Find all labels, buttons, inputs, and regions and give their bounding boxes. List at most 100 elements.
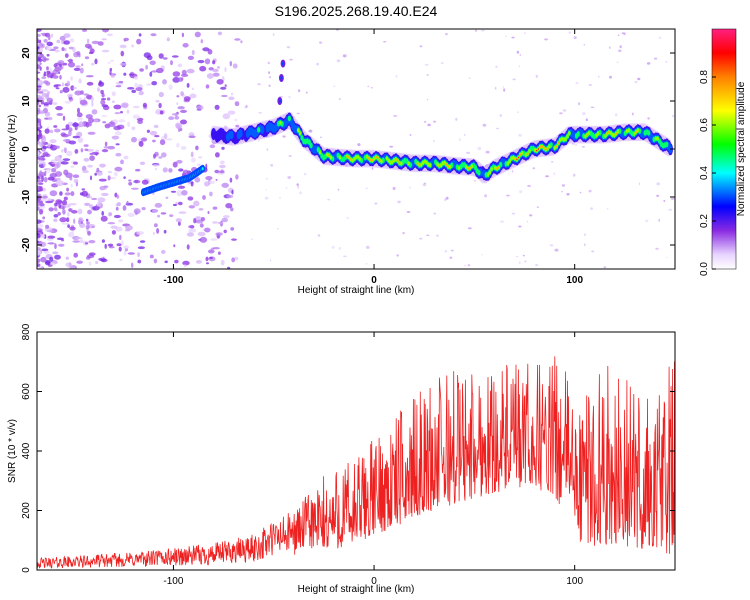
noise-speck: [186, 68, 195, 74]
noise-speck: [203, 228, 211, 232]
noise-speck: [104, 243, 107, 249]
noise-speck: [61, 149, 64, 153]
noise-speck: [37, 176, 40, 179]
noise-speck: [118, 80, 124, 84]
noise-speck: [319, 41, 323, 44]
noise-speck: [58, 243, 65, 247]
noise-speck: [419, 237, 423, 240]
ridge-cell: [526, 152, 529, 155]
noise-speck: [86, 81, 94, 86]
noise-speck: [72, 174, 80, 178]
noise-speck: [181, 32, 184, 38]
noise-speck: [97, 197, 106, 203]
noise-speck: [217, 251, 221, 255]
noise-speck: [107, 33, 113, 37]
ridge-cell: [338, 155, 342, 160]
y-tick-label: -20: [21, 237, 32, 252]
noise-speck: [109, 70, 112, 75]
noise-speck: [60, 161, 69, 165]
ridge-cell: [375, 155, 377, 159]
noise-speck: [87, 45, 93, 50]
noise-speck: [197, 59, 205, 64]
noise-speck: [383, 41, 387, 43]
noise-speck: [45, 81, 51, 86]
noise-speck: [578, 102, 581, 106]
noise-speck: [170, 60, 173, 66]
noise-speck: [133, 76, 139, 80]
noise-speck: [220, 86, 227, 90]
noise-speck: [100, 258, 108, 263]
noise-speck: [155, 100, 160, 103]
noise-speck: [46, 230, 55, 233]
noise-speck: [331, 245, 335, 249]
noise-speck: [55, 106, 63, 111]
noise-speck: [84, 148, 89, 152]
noise-speck: [223, 229, 227, 234]
noise-speck: [46, 97, 54, 104]
noise-speck: [102, 121, 107, 124]
figure-title: S196.2025.268.19.40.E24: [275, 3, 438, 19]
noise-speck: [114, 112, 121, 115]
ridge-cell: [257, 127, 261, 133]
noise-speck: [183, 96, 191, 101]
noise-speck: [76, 260, 83, 264]
noise-speck: [131, 187, 139, 190]
noise-speck: [516, 256, 519, 258]
ridge-cell: [636, 128, 640, 133]
noise-speck: [49, 163, 56, 167]
noise-speck: [433, 120, 436, 123]
noise-speck: [180, 91, 185, 97]
noise-speck: [204, 58, 211, 65]
noise-speck: [584, 243, 586, 247]
y-tick-label: 600: [21, 383, 32, 400]
noise-speck: [190, 151, 194, 158]
noise-speck: [665, 60, 668, 64]
noise-speck: [164, 260, 168, 264]
noise-speck: [212, 206, 218, 210]
noise-speck: [37, 100, 40, 105]
noise-speck: [88, 252, 96, 256]
ridge-cell: [608, 131, 610, 134]
ridge-cell: [447, 165, 450, 168]
ridge-cell: [496, 167, 498, 170]
noise-speck: [107, 61, 111, 64]
noise-speck: [101, 49, 110, 53]
noise-speck: [37, 154, 40, 158]
noise-speck: [172, 203, 177, 207]
noise-speck: [73, 252, 78, 258]
noise-speck: [193, 218, 197, 224]
noise-speck: [62, 86, 70, 93]
noise-speck: [409, 134, 412, 136]
snr-panel: -100 0 100 0 200 400 600 800 Height of straight…: [7, 323, 676, 595]
noise-speck: [55, 87, 60, 90]
ridge-cell: [457, 166, 461, 170]
noise-speck: [535, 264, 539, 266]
noise-speck: [162, 57, 168, 60]
noise-speck: [603, 266, 607, 269]
noise-speck: [85, 75, 94, 78]
noise-speck: [473, 179, 477, 182]
ridge-cell: [387, 158, 390, 163]
noise-speck: [110, 225, 118, 229]
noise-speck: [422, 183, 427, 187]
noise-speck: [181, 73, 189, 77]
noise-speck: [217, 31, 222, 36]
noise-speck: [118, 246, 122, 252]
ridge-cell: [365, 154, 369, 159]
noise-speck: [221, 146, 225, 150]
noise-speck: [45, 200, 53, 204]
noise-speck: [119, 44, 127, 49]
noise-speck: [197, 231, 206, 237]
noise-speck: [282, 135, 286, 138]
x-tick-label: -100: [163, 275, 183, 286]
noise-speck: [102, 29, 109, 33]
noise-speck: [297, 185, 300, 189]
noise-speck: [49, 173, 57, 178]
noise-speck: [42, 187, 46, 192]
noise-speck: [370, 87, 373, 89]
noise-speck: [41, 196, 49, 199]
ridge-cell: [378, 159, 381, 162]
noise-speck: [518, 133, 522, 137]
noise-speck: [91, 109, 98, 115]
noise-speck: [402, 231, 405, 235]
